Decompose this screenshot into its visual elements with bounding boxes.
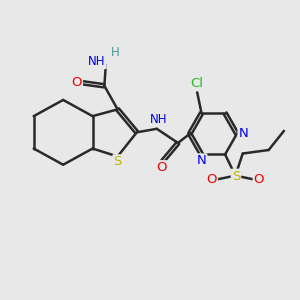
Text: N: N <box>238 127 248 140</box>
Text: S: S <box>113 155 122 168</box>
Text: NH: NH <box>88 55 106 68</box>
Text: O: O <box>254 172 264 186</box>
Text: NH: NH <box>149 113 167 126</box>
Text: N: N <box>197 154 206 167</box>
Text: S: S <box>232 170 240 183</box>
Text: Cl: Cl <box>190 77 204 90</box>
Text: O: O <box>71 76 82 89</box>
Text: O: O <box>207 172 217 186</box>
Text: H: H <box>111 46 120 59</box>
Text: O: O <box>156 161 166 174</box>
